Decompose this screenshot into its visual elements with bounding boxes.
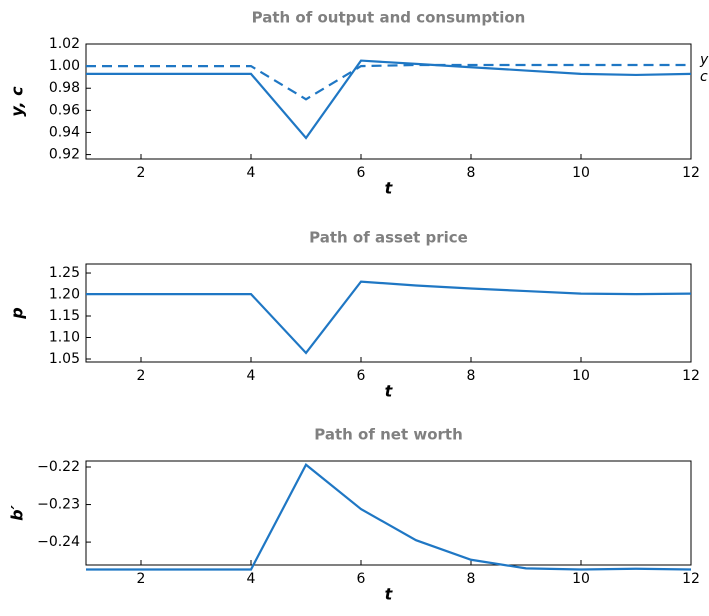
- x-tick-label: 2: [137, 571, 146, 587]
- x-tick-label: 12: [682, 571, 700, 587]
- x-tick-label: 10: [572, 165, 590, 181]
- y-tick-label: 1.10: [49, 330, 80, 346]
- x-tick-label: 10: [572, 571, 590, 587]
- x-tick-label: 8: [467, 165, 476, 181]
- y-tick-label: −0.22: [37, 459, 80, 475]
- y-tick-label: 0.94: [49, 124, 80, 140]
- plot-frame: [85, 460, 692, 566]
- x-axis-label: t: [385, 585, 394, 604]
- data-line: [86, 63, 691, 101]
- x-axis-label: t: [385, 179, 394, 198]
- x-tick-label: 6: [357, 571, 366, 587]
- x-axis-label: t: [385, 382, 394, 401]
- plot-frame: [85, 263, 692, 363]
- data-line: [86, 463, 692, 571]
- x-tick-label: 2: [137, 368, 146, 384]
- y-tick-label: 0.98: [49, 80, 80, 96]
- x-tick-label: 12: [682, 368, 700, 384]
- y-tick-label: 1.05: [49, 351, 80, 367]
- chart-title: Path of output and consumption: [252, 9, 526, 27]
- y-tick-label: 1.25: [49, 265, 80, 281]
- x-tick-label: 4: [247, 571, 256, 587]
- x-tick-label: 2: [137, 165, 146, 181]
- y-tick-label: 1.00: [49, 58, 80, 74]
- x-tick-label: 6: [357, 165, 366, 181]
- legend-label: c: [700, 69, 708, 85]
- y-tick-label: 0.96: [49, 102, 80, 118]
- y-tick-label: 1.02: [49, 36, 80, 52]
- plot-frame: [85, 43, 692, 160]
- y-tick-label: −0.24: [37, 534, 80, 550]
- x-tick-label: 8: [467, 571, 476, 587]
- y-tick-label: 1.20: [49, 287, 80, 303]
- data-line: [86, 59, 692, 140]
- x-tick-label: 10: [572, 368, 590, 384]
- y-axis-label: y, c: [8, 86, 27, 117]
- legend-label: y: [699, 52, 709, 68]
- y-tick-label: 0.92: [49, 147, 80, 163]
- y-axis-label: b′: [8, 504, 27, 520]
- x-tick-label: 4: [247, 368, 256, 384]
- y-tick-label: 1.15: [49, 308, 80, 324]
- x-tick-label: 4: [247, 165, 256, 181]
- data-line: [86, 280, 692, 355]
- chart-title: Path of net worth: [314, 426, 463, 444]
- y-axis-label: p: [8, 307, 27, 319]
- y-tick-label: −0.23: [37, 497, 80, 513]
- x-tick-label: 8: [467, 368, 476, 384]
- x-tick-label: 12: [682, 165, 700, 181]
- x-tick-label: 6: [357, 368, 366, 384]
- chart-title: Path of asset price: [309, 229, 468, 247]
